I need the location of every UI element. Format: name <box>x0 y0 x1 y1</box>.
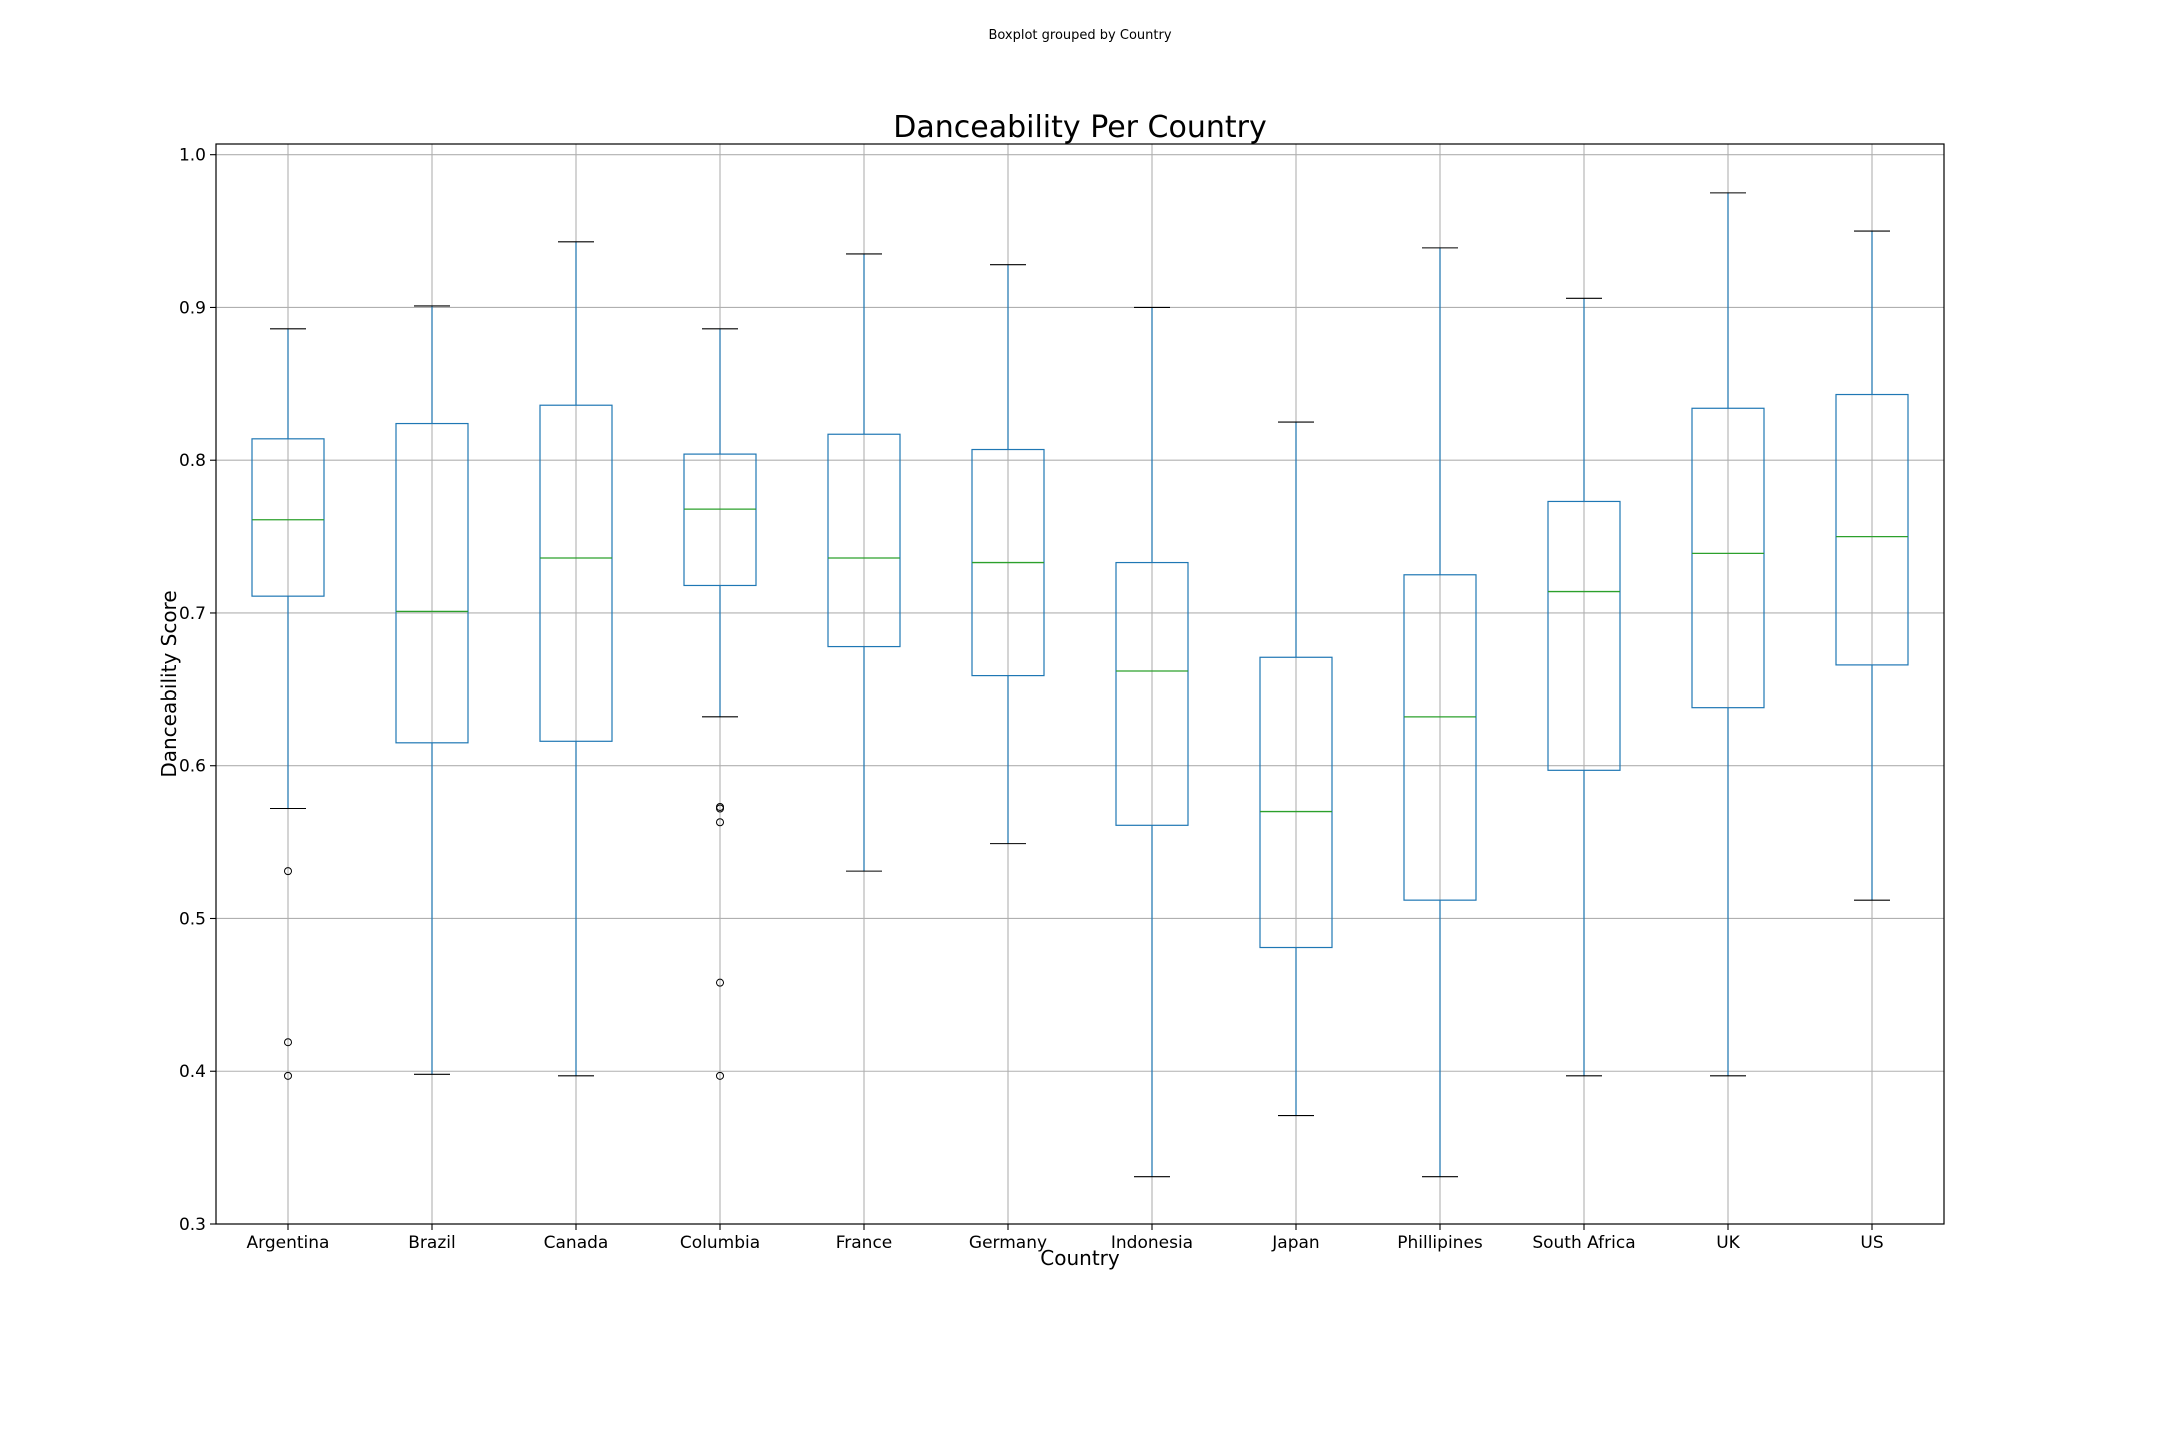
outlier-point <box>284 1038 292 1047</box>
iqr-box <box>1115 561 1189 826</box>
box-group <box>1835 230 1909 901</box>
box-group <box>827 253 901 872</box>
box-group <box>1259 421 1333 1117</box>
box-group <box>971 264 1045 845</box>
box-group <box>1115 306 1189 1178</box>
iqr-box <box>1835 393 1909 666</box>
y-tick-label: 0.4 <box>179 1062 206 1082</box>
iqr-box <box>539 404 613 742</box>
y-tick-label: 0.6 <box>179 757 206 777</box>
x-tick-label: US <box>1860 1233 1883 1253</box>
box-group <box>1547 297 1621 1077</box>
y-axis-label: Danceability Score <box>157 590 181 777</box>
x-axis-label: Country <box>1040 1246 1120 1270</box>
x-tick-label: South Africa <box>1532 1233 1635 1253</box>
x-tick-label: Canada <box>544 1233 609 1253</box>
iqr-box <box>1403 574 1477 901</box>
iqr-box <box>1547 500 1621 771</box>
iqr-box <box>1259 656 1333 949</box>
x-tick-label: Argentina <box>247 1233 330 1253</box>
plot-frame <box>215 143 1945 1225</box>
y-tick-label: 0.9 <box>179 298 206 318</box>
y-tick-label: 0.3 <box>179 1215 206 1235</box>
x-tick-label: Phillipines <box>1397 1233 1483 1253</box>
y-tick-label: 0.8 <box>179 451 206 471</box>
outlier-point <box>284 1071 292 1080</box>
box-group <box>683 328 757 1080</box>
y-tick-label: 0.7 <box>179 604 206 624</box>
boxes-layer <box>251 192 1909 1178</box>
x-tick-label: Columbia <box>680 1233 760 1253</box>
x-tick-label: Germany <box>969 1233 1047 1253</box>
iqr-box <box>1691 407 1765 709</box>
box-group <box>1403 247 1477 1178</box>
x-tick-label: Japan <box>1271 1233 1319 1253</box>
box-group <box>1691 192 1765 1077</box>
outlier-point <box>716 818 724 827</box>
axis-ticks: 0.3 0.4 0.5 0.6 0.7 0.8 0.9 1.0 Argentina Brazil C… <box>179 146 1884 1253</box>
iqr-box <box>251 438 325 597</box>
outlier-point <box>284 867 292 876</box>
x-tick-label: Brazil <box>408 1233 455 1253</box>
x-tick-label: UK <box>1716 1233 1740 1253</box>
box-group <box>395 305 469 1075</box>
x-tick-label: Indonesia <box>1111 1233 1193 1253</box>
y-tick-label: 1.0 <box>179 146 206 166</box>
outlier-point <box>716 978 724 987</box>
iqr-box <box>683 453 757 587</box>
outlier-point <box>716 1071 724 1080</box>
y-tick-label: 0.5 <box>179 909 206 929</box>
outlier-point <box>716 804 724 813</box>
figure-suptitle: Boxplot grouped by Country <box>988 28 1171 43</box>
box-group <box>251 328 325 1080</box>
gridlines <box>216 144 1944 1225</box>
iqr-box <box>395 422 469 744</box>
x-tick-label: France <box>836 1233 893 1253</box>
box-group <box>539 241 613 1077</box>
chart-title: Danceability Per Country <box>893 110 1266 145</box>
iqr-box <box>827 433 901 648</box>
